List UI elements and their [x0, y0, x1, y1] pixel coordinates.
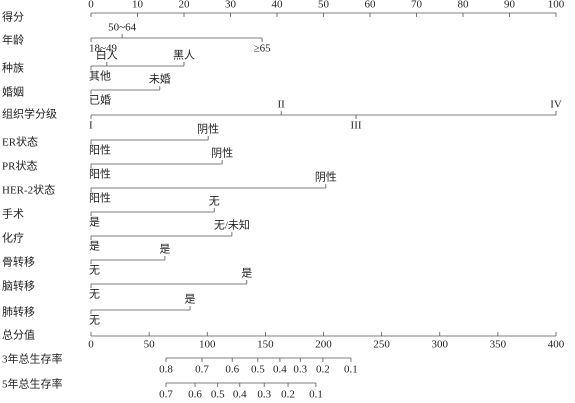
level-label: 黑人 — [173, 49, 195, 62]
survival-label: 0.4 — [273, 364, 287, 376]
tick-label: 0 — [88, 0, 94, 11]
survival-label: 0.6 — [225, 364, 239, 376]
tick-label: 400 — [548, 339, 565, 351]
survival-label: 0.2 — [316, 364, 330, 376]
variable-name: 种族 — [2, 61, 24, 75]
variable-name: 脑转移 — [2, 279, 35, 293]
survival-label: 0.1 — [309, 389, 323, 401]
level-label: 无 — [89, 265, 100, 277]
tick-label: 60 — [365, 0, 377, 11]
variable-name: 肺转移 — [2, 305, 35, 319]
level-label: 阳性 — [89, 143, 111, 157]
level-label: 是 — [89, 216, 100, 229]
variable-name: 骨转移 — [2, 255, 35, 269]
survival-label: 0.3 — [257, 389, 271, 401]
variable-name: 年龄 — [2, 33, 24, 47]
tick-label: 350 — [490, 339, 507, 351]
tick-label: 100 — [548, 0, 565, 11]
level-label: III — [351, 120, 362, 132]
survival-label: 0.8 — [159, 364, 173, 376]
level-label: 是 — [159, 243, 170, 256]
survival-label: 0.7 — [195, 364, 209, 376]
survival-label: 0.5 — [251, 364, 265, 376]
survival-label: 0.5 — [211, 389, 225, 401]
tick-label: 80 — [458, 0, 470, 11]
variable-name: HER-2状态 — [2, 183, 55, 197]
axis-name: 得分 — [2, 11, 24, 24]
level-label: 阴性 — [197, 122, 219, 136]
variable-name: 组织学分级 — [2, 107, 57, 121]
level-label: 阳性 — [89, 167, 111, 181]
level-label: 50~64 — [108, 22, 136, 34]
tick-label: 30 — [225, 0, 237, 11]
level-label: 无/未知 — [214, 218, 250, 232]
tick-label: 50 — [144, 339, 156, 351]
level-label: 阴性 — [315, 170, 337, 184]
tick-label: 250 — [373, 339, 390, 351]
tick-label: 20 — [179, 0, 191, 11]
tick-label: 90 — [504, 0, 516, 11]
level-label: 是 — [241, 267, 252, 280]
tick-label: 300 — [432, 339, 449, 351]
variable-name: 手术 — [2, 207, 24, 221]
tick-label: 70 — [411, 0, 423, 11]
level-label: 阳性 — [89, 191, 111, 205]
level-label: 无 — [209, 196, 220, 208]
variable-name: PR状态 — [2, 159, 37, 173]
survival-label: 0.6 — [188, 389, 202, 401]
tick-label: 200 — [315, 339, 332, 351]
axis-name: 总分值 — [2, 328, 35, 342]
survival-label: 0.3 — [293, 364, 307, 376]
tick-label: 150 — [257, 339, 274, 351]
tick-label: 0 — [88, 339, 94, 351]
tick-label: 50 — [318, 0, 330, 11]
survival-label: 0.4 — [233, 389, 247, 401]
level-label: 是 — [89, 240, 100, 253]
level-label: 已婚 — [89, 93, 111, 107]
survival-name: 3年总生存率 — [2, 352, 63, 366]
level-label: II — [278, 99, 286, 111]
tick-label: 40 — [272, 0, 284, 11]
survival-name: 5年总生存率 — [2, 377, 63, 391]
level-label: I — [89, 120, 93, 132]
level-label: 是 — [185, 293, 196, 306]
variable-name: 化疗 — [2, 231, 24, 245]
variable-name: ER状态 — [2, 135, 38, 149]
level-label: 18~49 — [89, 43, 117, 55]
survival-label: 0.7 — [159, 389, 173, 401]
level-label: 无 — [89, 315, 100, 327]
level-label: 未婚 — [149, 72, 171, 86]
level-label: 其他 — [89, 70, 111, 83]
level-label: IV — [550, 99, 562, 111]
variable-name: 婚姻 — [2, 85, 24, 99]
level-label: 阴性 — [211, 146, 233, 160]
level-label: 无 — [89, 289, 100, 301]
level-label: ≥65 — [254, 43, 272, 55]
tick-label: 10 — [132, 0, 144, 11]
survival-label: 0.2 — [281, 389, 295, 401]
survival-label: 0.1 — [344, 364, 358, 376]
level-label: 白人 — [96, 48, 118, 62]
tick-label: 100 — [199, 339, 216, 351]
